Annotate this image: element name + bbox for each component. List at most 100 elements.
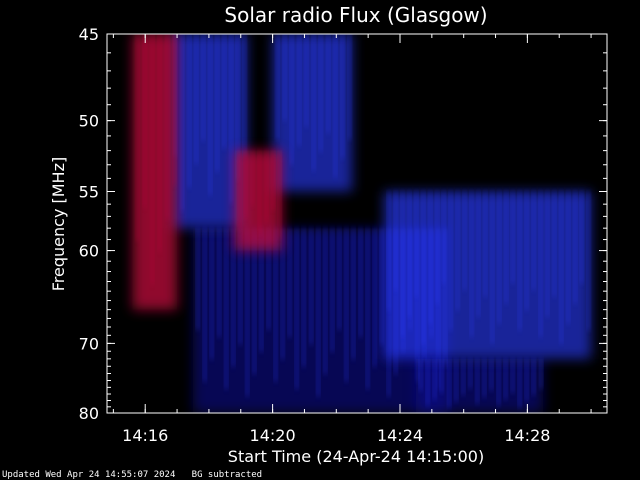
emission-streak: [217, 228, 221, 338]
emission-streak: [504, 358, 507, 400]
emission-streak: [490, 358, 493, 391]
emission-streak: [426, 358, 430, 406]
emission-streak: [290, 34, 294, 165]
emission-streak: [497, 358, 500, 406]
emission-streak: [305, 34, 308, 127]
emission-streak: [463, 191, 466, 291]
footer: Updated Wed Apr 24 14:55:07 2024 BG subt…: [2, 470, 262, 480]
emission-region: [384, 191, 592, 359]
emission-streak: [470, 191, 473, 338]
emission-streak: [394, 191, 397, 291]
emission-streak: [504, 191, 508, 304]
x-tick-label: 14:20: [250, 426, 296, 445]
emission-streak: [415, 191, 418, 297]
emission-streak: [422, 191, 425, 344]
emission-streak: [158, 34, 161, 252]
emission-streak: [468, 358, 472, 389]
emission-streak: [580, 191, 584, 284]
emission-streak: [236, 34, 240, 180]
y-tick-label: 55: [79, 183, 99, 202]
emission-streak: [244, 150, 248, 218]
emission-streak: [553, 191, 556, 297]
emission-streak: [366, 228, 369, 389]
emission-streak: [476, 358, 479, 404]
emission-streak: [243, 34, 247, 157]
emission-streak: [215, 34, 219, 172]
emission-streak: [224, 228, 228, 389]
x-tick-label: 14:16: [122, 426, 168, 445]
emission-streak: [267, 228, 270, 330]
emission-streak: [316, 228, 320, 397]
y-tick-label: 60: [79, 242, 99, 261]
emission-streak: [491, 191, 494, 344]
y-tick-label: 70: [79, 334, 99, 353]
emission-streak: [283, 34, 286, 121]
emission-streak: [497, 191, 501, 324]
emission-streak: [323, 228, 327, 375]
emission-streak: [348, 34, 352, 140]
x-axis-label: Start Time (24-Apr-24 14:15:00): [228, 447, 484, 466]
footer-mode: BG subtracted: [191, 470, 263, 480]
emission-streak: [525, 191, 529, 311]
emission-streak: [483, 358, 486, 398]
emission-streak: [265, 150, 268, 222]
emission-streak: [419, 358, 422, 391]
emission-streak: [203, 228, 207, 382]
emission-streak: [196, 228, 200, 330]
y-axis: 45 50 55 60 70 80: [79, 25, 607, 423]
emission-streak: [525, 358, 529, 402]
chart-title: Solar radio Flux (Glasgow): [224, 3, 487, 27]
emission-streak: [253, 228, 256, 375]
y-tick-label: 50: [79, 112, 99, 131]
emission-streak: [387, 191, 391, 311]
emission-streak: [297, 34, 301, 146]
emission-streak: [449, 191, 453, 331]
emission-streak: [274, 228, 277, 382]
emission-streak: [201, 34, 205, 141]
emission-streak: [188, 34, 191, 188]
emission-streak: [165, 34, 169, 219]
emission-streak: [456, 191, 460, 311]
emission-streak: [260, 228, 263, 353]
emission-streak: [401, 191, 404, 338]
emission-streak: [539, 191, 542, 338]
emission-streak: [484, 191, 487, 297]
emission-streak: [246, 228, 249, 397]
emission-streak: [539, 358, 543, 389]
emission-streak: [433, 358, 437, 400]
emission-streak: [271, 150, 275, 210]
emission-streak: [454, 358, 458, 402]
emission-streak: [518, 191, 522, 331]
emission-streak: [330, 228, 334, 353]
emission-streak: [302, 228, 306, 367]
x-tick-label: 14:28: [504, 426, 550, 445]
emission-streak: [447, 358, 451, 409]
emission-streak: [229, 34, 233, 203]
footer-updated: Updated Wed Apr 24 14:55:07 2024: [2, 470, 176, 480]
emission-region: [415, 358, 544, 413]
emission-streak: [238, 228, 242, 345]
emission-streak: [461, 358, 465, 396]
emission-streak: [341, 34, 344, 159]
emission-streak: [237, 150, 241, 230]
emission-streak: [359, 228, 362, 338]
emission-streak: [573, 191, 577, 304]
emission-streak: [258, 150, 261, 234]
emission-streak: [511, 191, 515, 284]
x-axis: 14:16 14:20 14:24 14:28: [112, 34, 592, 445]
emission-region: [132, 34, 178, 310]
spectrogram-heatmap: [132, 34, 592, 413]
emission-streak: [222, 34, 226, 149]
emission-streak: [518, 358, 522, 409]
emission-streak: [373, 228, 376, 367]
plot-frame: [106, 33, 608, 414]
emission-streak: [143, 34, 147, 208]
emission-streak: [380, 228, 384, 345]
emission-streak: [278, 150, 282, 238]
emission-streak: [546, 191, 549, 318]
emission-streak: [435, 191, 439, 304]
emission-streak: [288, 228, 292, 338]
emission-streak: [345, 228, 348, 382]
emission-streak: [295, 228, 299, 389]
